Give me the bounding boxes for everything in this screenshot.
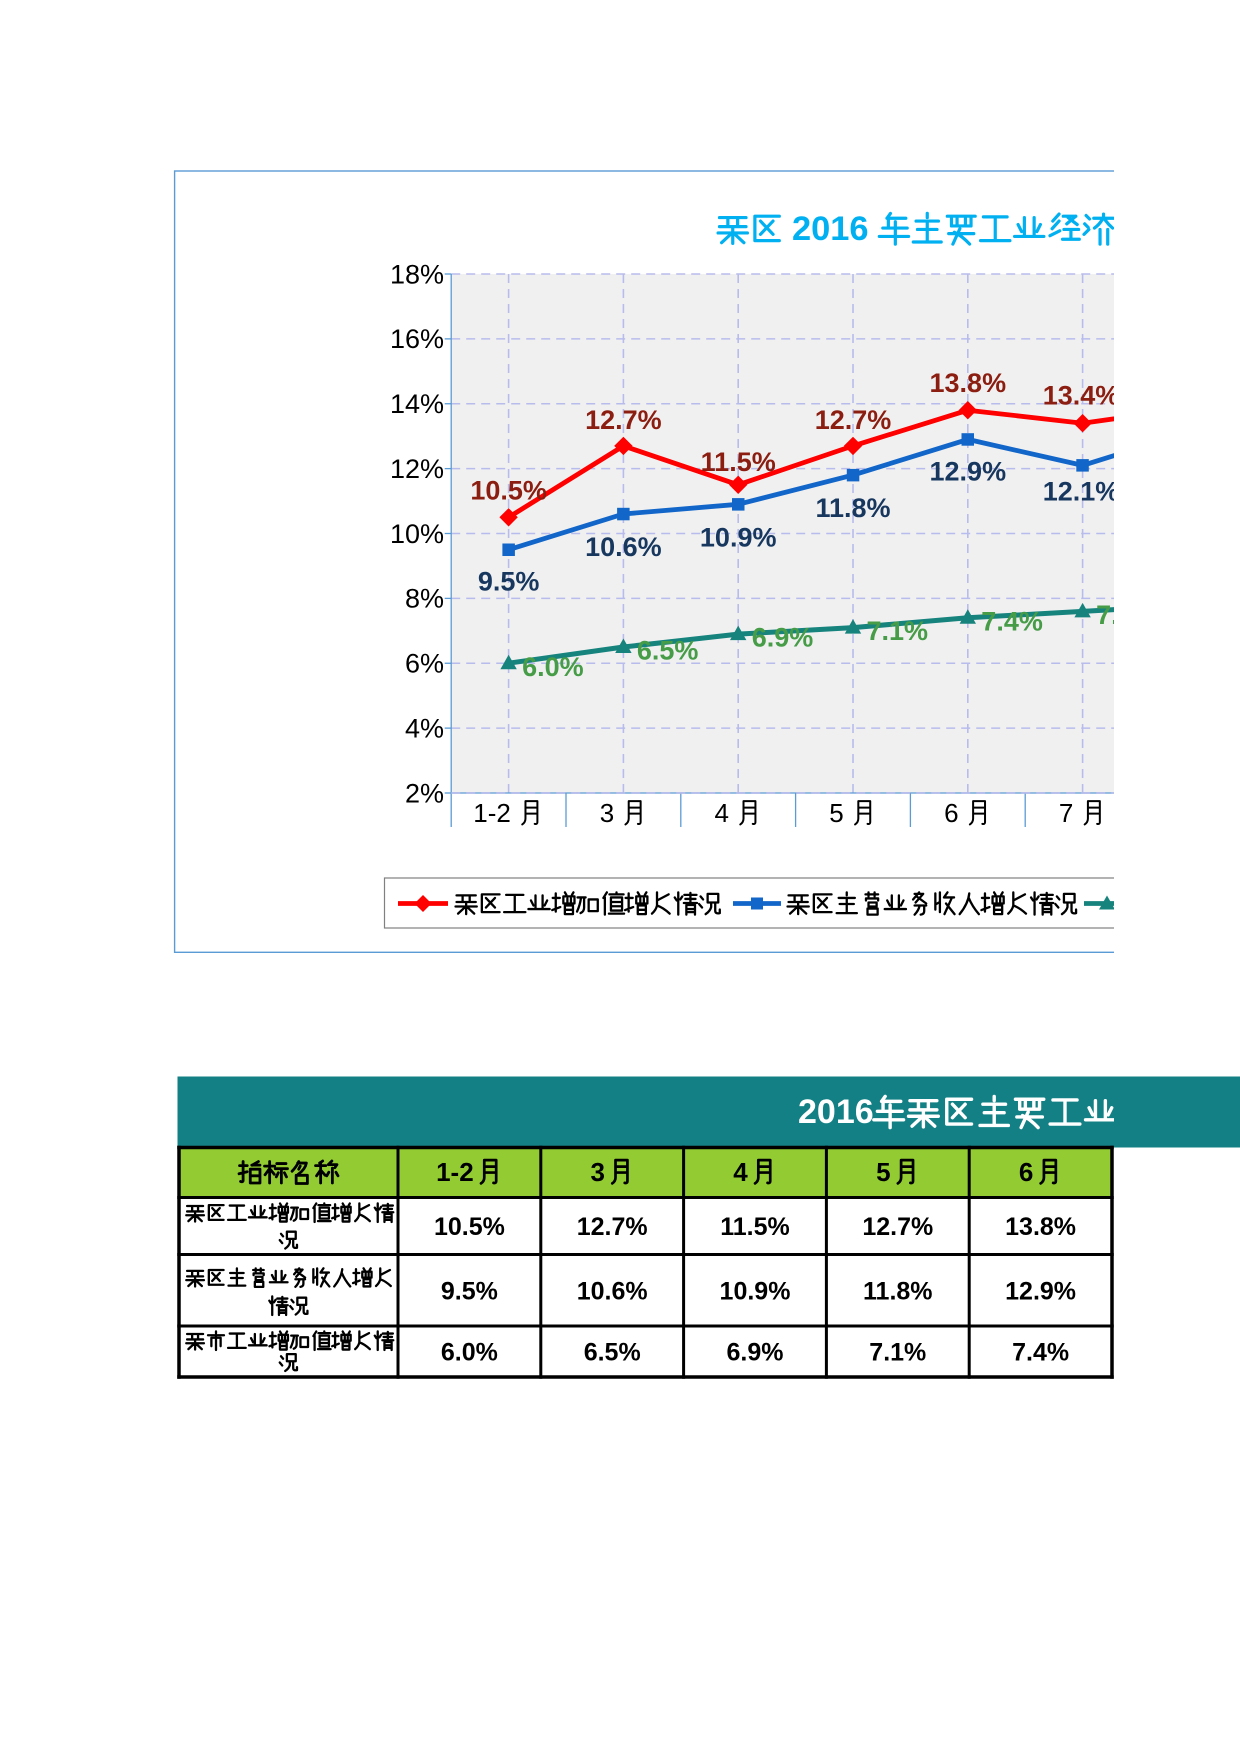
svg-text:7: 7 xyxy=(1059,798,1073,828)
svg-text:13.8%: 13.8% xyxy=(930,368,1007,398)
svg-text:6.9%: 6.9% xyxy=(727,1339,784,1367)
svg-text:18%: 18% xyxy=(390,259,444,289)
svg-text:12.7%: 12.7% xyxy=(815,405,892,435)
svg-text:6.0%: 6.0% xyxy=(441,1339,498,1367)
svg-text:7.4%: 7.4% xyxy=(981,606,1043,636)
svg-text:4: 4 xyxy=(715,798,729,828)
svg-text:9.5%: 9.5% xyxy=(441,1278,498,1306)
svg-text:1-2: 1-2 xyxy=(473,798,511,828)
svg-text:10.5%: 10.5% xyxy=(434,1213,505,1241)
svg-text:11.5%: 11.5% xyxy=(720,1213,790,1241)
svg-text:4%: 4% xyxy=(405,713,444,743)
svg-text:12.7%: 12.7% xyxy=(862,1213,933,1241)
svg-text:4: 4 xyxy=(733,1157,748,1187)
svg-text:10.5%: 10.5% xyxy=(470,475,547,505)
svg-text:1-2: 1-2 xyxy=(436,1157,474,1187)
svg-text:5: 5 xyxy=(829,798,843,828)
svg-text:7.1%: 7.1% xyxy=(867,616,929,646)
svg-text:11.8%: 11.8% xyxy=(815,493,890,523)
svg-text:7.4%: 7.4% xyxy=(1012,1339,1069,1367)
svg-text:10%: 10% xyxy=(390,519,444,549)
svg-text:12.7%: 12.7% xyxy=(585,405,662,435)
svg-text:12%: 12% xyxy=(390,454,444,484)
svg-text:12.7%: 12.7% xyxy=(577,1213,648,1241)
svg-text:7.1%: 7.1% xyxy=(869,1339,926,1367)
svg-text:8%: 8% xyxy=(405,584,444,614)
svg-text:3: 3 xyxy=(600,798,614,828)
svg-text:16%: 16% xyxy=(390,324,444,354)
svg-text:2016: 2016 xyxy=(792,210,869,248)
svg-text:10.6%: 10.6% xyxy=(585,532,662,562)
svg-text:6: 6 xyxy=(1019,1157,1033,1187)
svg-text:10.6%: 10.6% xyxy=(577,1278,648,1306)
svg-text:6%: 6% xyxy=(405,649,444,679)
svg-text:11.5%: 11.5% xyxy=(701,447,776,477)
svg-text:6.5%: 6.5% xyxy=(584,1339,641,1367)
svg-text:13.4%: 13.4% xyxy=(1043,381,1120,411)
svg-text:6.5%: 6.5% xyxy=(637,636,699,666)
svg-text:12.1%: 12.1% xyxy=(1043,476,1120,506)
svg-text:10.9%: 10.9% xyxy=(720,1278,791,1306)
svg-text:3: 3 xyxy=(591,1157,605,1187)
svg-text:6.9%: 6.9% xyxy=(752,623,814,653)
svg-text:13.8%: 13.8% xyxy=(1005,1213,1076,1241)
svg-text:9.5%: 9.5% xyxy=(478,567,540,597)
svg-text:5: 5 xyxy=(876,1157,890,1187)
svg-text:12.9%: 12.9% xyxy=(1005,1278,1076,1306)
svg-text:6.0%: 6.0% xyxy=(522,652,584,682)
svg-text:10.9%: 10.9% xyxy=(700,522,777,552)
svg-text:14%: 14% xyxy=(390,389,444,419)
svg-text:2%: 2% xyxy=(405,778,444,808)
svg-text:11.8%: 11.8% xyxy=(863,1278,933,1306)
svg-text:12.9%: 12.9% xyxy=(930,456,1007,486)
svg-text:2016: 2016 xyxy=(798,1093,874,1131)
svg-text:6: 6 xyxy=(944,798,958,828)
